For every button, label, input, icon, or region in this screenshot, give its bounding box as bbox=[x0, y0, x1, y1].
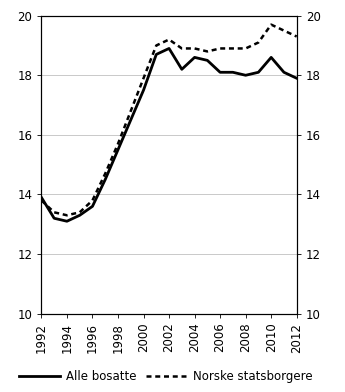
Alle bosatte bbox=[90, 204, 95, 209]
Norske statsborgere bbox=[90, 198, 95, 203]
Alle bosatte bbox=[78, 213, 82, 218]
Line: Norske statsborgere: Norske statsborgere bbox=[41, 25, 297, 215]
Alle bosatte bbox=[167, 46, 171, 51]
Norske statsborgere bbox=[244, 46, 248, 51]
Alle bosatte bbox=[116, 147, 120, 152]
Norske statsborgere bbox=[154, 43, 158, 48]
Alle bosatte bbox=[256, 70, 260, 74]
Alle bosatte bbox=[141, 88, 146, 93]
Alle bosatte bbox=[129, 118, 133, 122]
Legend: Alle bosatte, Norske statsborgere: Alle bosatte, Norske statsborgere bbox=[14, 366, 317, 388]
Alle bosatte bbox=[231, 70, 235, 74]
Alle bosatte bbox=[218, 70, 222, 74]
Alle bosatte bbox=[244, 73, 248, 78]
Norske statsborgere bbox=[269, 22, 273, 27]
Norske statsborgere bbox=[39, 198, 43, 203]
Norske statsborgere bbox=[256, 40, 260, 45]
Alle bosatte bbox=[103, 177, 107, 182]
Norske statsborgere bbox=[295, 34, 299, 39]
Norske statsborgere bbox=[167, 37, 171, 42]
Norske statsborgere bbox=[65, 213, 69, 218]
Norske statsborgere bbox=[78, 210, 82, 215]
Norske statsborgere bbox=[282, 28, 286, 33]
Alle bosatte bbox=[52, 216, 56, 221]
Norske statsborgere bbox=[141, 76, 146, 81]
Norske statsborgere bbox=[116, 142, 120, 146]
Alle bosatte bbox=[269, 55, 273, 60]
Alle bosatte bbox=[205, 58, 209, 63]
Norske statsborgere bbox=[180, 46, 184, 51]
Norske statsborgere bbox=[193, 46, 197, 51]
Alle bosatte bbox=[154, 52, 158, 57]
Alle bosatte bbox=[180, 67, 184, 72]
Alle bosatte bbox=[295, 76, 299, 81]
Norske statsborgere bbox=[205, 49, 209, 54]
Norske statsborgere bbox=[231, 46, 235, 51]
Alle bosatte bbox=[39, 195, 43, 200]
Norske statsborgere bbox=[52, 210, 56, 215]
Line: Alle bosatte: Alle bosatte bbox=[41, 49, 297, 221]
Norske statsborgere bbox=[129, 109, 133, 113]
Norske statsborgere bbox=[103, 171, 107, 176]
Alle bosatte bbox=[282, 70, 286, 74]
Norske statsborgere bbox=[218, 46, 222, 51]
Alle bosatte bbox=[193, 55, 197, 60]
Alle bosatte bbox=[65, 219, 69, 223]
